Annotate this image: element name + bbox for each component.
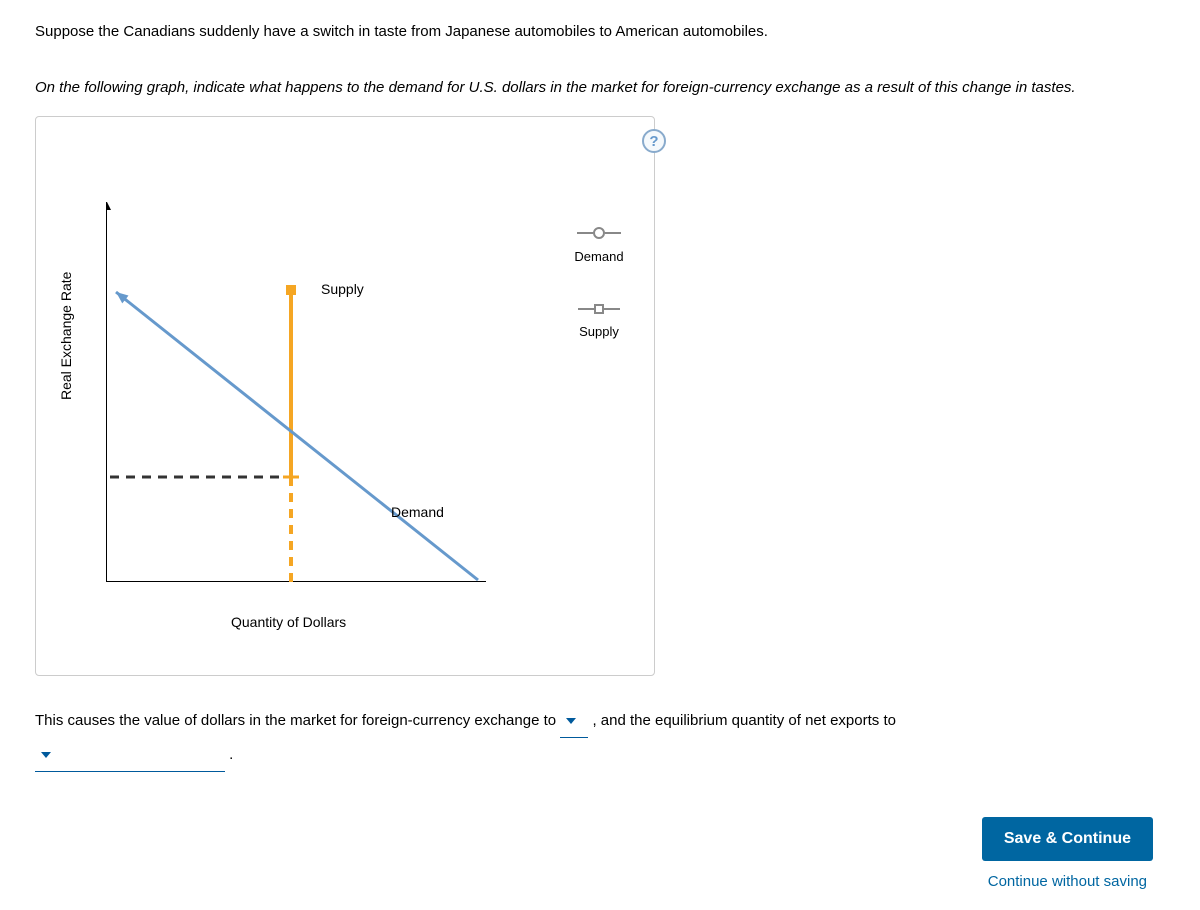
legend-supply-label: Supply [564, 324, 634, 339]
legend-demand[interactable]: Demand [564, 227, 634, 264]
help-icon[interactable]: ? [642, 129, 666, 153]
fill-part2: , and the equilibrium quantity of net ex… [592, 712, 896, 729]
y-axis-label: Real Exchange Rate [58, 272, 74, 400]
button-row: Save & Continue Continue without saving [35, 817, 1165, 890]
svg-text:Demand: Demand [391, 504, 444, 520]
legend: Demand Supply [564, 227, 634, 379]
chart-svg[interactable]: Supply Demand [106, 202, 486, 582]
dropdown-1[interactable] [560, 704, 588, 738]
chevron-down-icon [566, 718, 576, 724]
x-axis-label: Quantity of Dollars [231, 614, 346, 630]
fill-sentence: This causes the value of dollars in the … [35, 704, 1165, 772]
demand-marker-icon [593, 227, 605, 239]
supply-marker-icon [594, 304, 604, 314]
legend-line-left [577, 232, 593, 234]
save-continue-button[interactable]: Save & Continue [982, 817, 1153, 861]
fill-part3: . [229, 746, 233, 763]
dropdown-2[interactable] [35, 738, 225, 772]
legend-line-left2 [578, 308, 594, 310]
legend-demand-label: Demand [564, 249, 634, 264]
legend-line-right [605, 232, 621, 234]
graph-container: ? Real Exchange Rate Quantity of Dollars… [35, 116, 655, 676]
continue-without-saving-link[interactable]: Continue without saving [35, 873, 1153, 890]
fill-part1: This causes the value of dollars in the … [35, 712, 560, 729]
chevron-down-icon [41, 752, 51, 758]
legend-line-right2 [604, 308, 620, 310]
chart-area[interactable]: Supply Demand [106, 202, 486, 582]
intro-text: Suppose the Canadians suddenly have a sw… [35, 20, 1165, 44]
svg-text:Supply: Supply [321, 281, 364, 297]
legend-supply[interactable]: Supply [564, 304, 634, 339]
instruction-text: On the following graph, indicate what ha… [35, 74, 1165, 101]
